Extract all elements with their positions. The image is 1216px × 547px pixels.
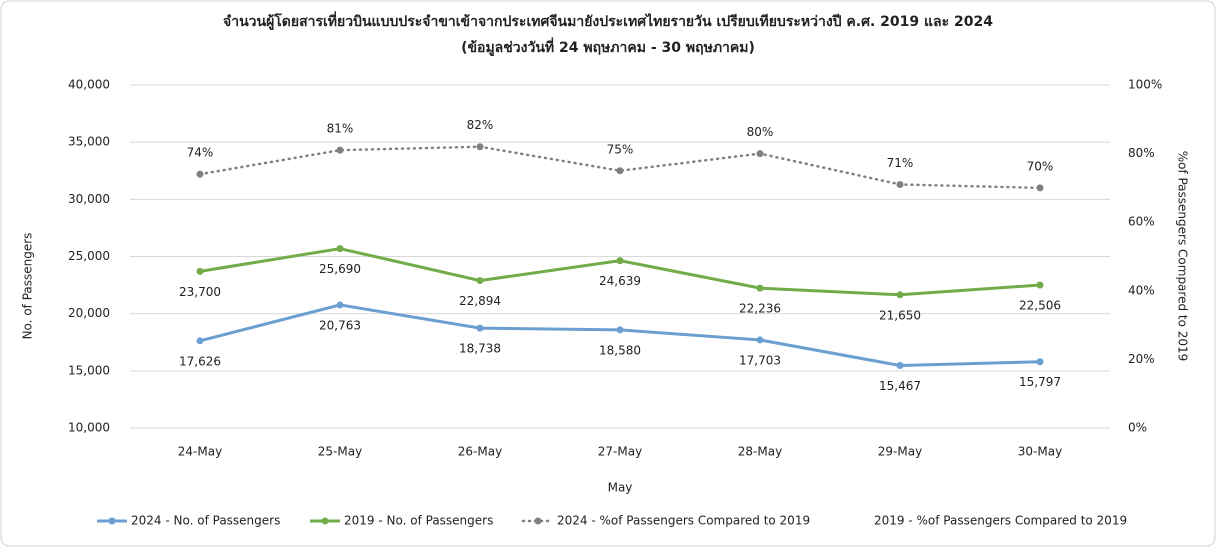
data-point (336, 245, 344, 253)
data-point (1036, 184, 1044, 192)
x-tick-label: 28-May (738, 445, 782, 459)
x-tick-label: 25-May (318, 445, 362, 459)
data-point (616, 257, 624, 265)
y2-tick-label: 0% (1128, 421, 1147, 435)
data-point (756, 336, 764, 344)
data-point (476, 277, 484, 285)
y-tick-label: 35,000 (68, 135, 110, 149)
y-axis-title: No. of Passengers (21, 233, 35, 340)
y2-axis-title: %of Passengers Compared to 2019 (1176, 151, 1190, 362)
data-label: 18,738 (459, 342, 501, 356)
data-point (616, 326, 624, 334)
data-label: 18,580 (599, 343, 641, 357)
x-tick-label: 30-May (1018, 445, 1062, 459)
y-tick-label: 40,000 (68, 78, 110, 92)
data-point (196, 337, 204, 345)
chart-subtitle: (ข้อมูลช่วงวันที่ 24 พฤษภาคม - 30 พฤษภาค… (461, 37, 755, 56)
y2-tick-label: 60% (1128, 215, 1155, 229)
legend-label: 2019 - %of Passengers Compared to 2019 (874, 514, 1127, 528)
data-point (196, 170, 204, 178)
y-tick-label: 20,000 (68, 306, 110, 320)
legend-label: 2024 - %of Passengers Compared to 2019 (557, 514, 810, 528)
data-label: 15,467 (879, 379, 921, 393)
legend-label: 2019 - No. of Passengers (344, 514, 493, 528)
data-point (616, 167, 624, 175)
data-label: 82% (467, 118, 494, 132)
legend-marker (108, 517, 116, 525)
data-label: 74% (187, 146, 214, 160)
y2-tick-label: 20% (1128, 352, 1155, 366)
data-label: 71% (887, 156, 914, 170)
legend-marker (321, 517, 329, 525)
data-point (476, 143, 484, 151)
data-point (756, 284, 764, 292)
data-point (896, 180, 904, 188)
y-tick-label: 30,000 (68, 192, 110, 206)
x-tick-label: 24-May (178, 445, 222, 459)
data-label: 15,797 (1019, 375, 1061, 389)
data-point (896, 291, 904, 299)
x-axis-title: May (608, 481, 633, 495)
x-tick-label: 26-May (458, 445, 502, 459)
legend-label: 2024 - No. of Passengers (131, 514, 280, 528)
data-label: 17,626 (179, 354, 221, 368)
y-tick-label: 10,000 (68, 421, 110, 435)
y-tick-label: 15,000 (68, 363, 110, 377)
data-point (336, 301, 344, 309)
data-point (196, 267, 204, 275)
y2-tick-label: 40% (1128, 283, 1155, 297)
data-point (1036, 358, 1044, 366)
data-point (336, 146, 344, 154)
data-label: 70% (1027, 159, 1054, 173)
data-label: 24,639 (599, 274, 641, 288)
data-label: 21,650 (879, 308, 921, 322)
data-label: 20,763 (319, 318, 361, 332)
y-tick-label: 25,000 (68, 249, 110, 263)
y2-tick-label: 80% (1128, 146, 1155, 160)
data-label: 25,690 (319, 262, 361, 276)
data-label: 22,894 (459, 294, 501, 308)
data-label: 22,506 (1019, 299, 1061, 313)
legend-marker (534, 517, 542, 525)
data-label: 23,700 (179, 285, 221, 299)
data-label: 81% (327, 122, 354, 136)
data-point (1036, 281, 1044, 289)
chart-title: จำนวนผู้โดยสารเที่ยวบินแบบประจำขาเข้าจาก… (223, 11, 993, 30)
x-tick-label: 29-May (878, 445, 922, 459)
data-label: 75% (607, 142, 634, 156)
x-tick-label: 27-May (598, 445, 642, 459)
data-point (896, 361, 904, 369)
data-label: 80% (747, 125, 774, 139)
data-point (756, 150, 764, 158)
data-point (476, 324, 484, 332)
y2-tick-label: 100% (1128, 78, 1162, 92)
data-label: 22,236 (739, 302, 781, 316)
data-label: 17,703 (739, 353, 781, 367)
